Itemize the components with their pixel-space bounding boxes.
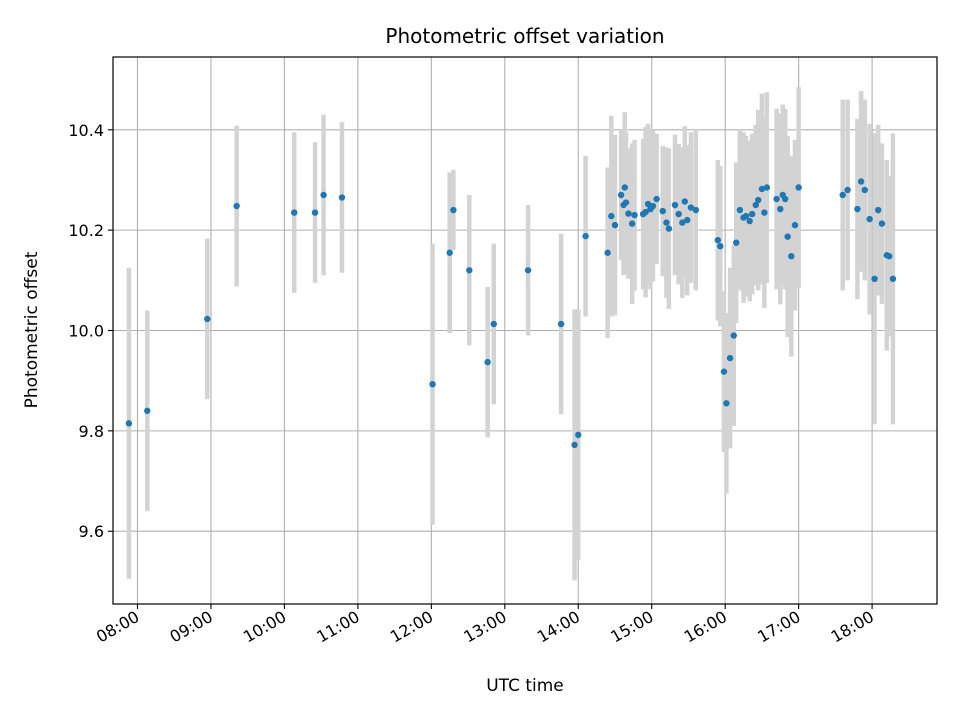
data-point [755, 196, 762, 204]
data-point [784, 233, 791, 240]
data-point [571, 441, 578, 449]
data-point [311, 209, 319, 216]
data-point [490, 320, 497, 328]
data-point [742, 212, 750, 220]
data-point [631, 211, 638, 219]
data-point [746, 217, 753, 225]
data-point [726, 354, 734, 362]
data-point [338, 194, 346, 201]
data-point [679, 219, 686, 226]
data-point [557, 320, 565, 328]
data-point [608, 212, 615, 220]
data-point [844, 186, 851, 194]
data-point [446, 249, 453, 256]
data-point [752, 201, 759, 209]
data-point [466, 267, 473, 274]
data-point [484, 358, 491, 366]
data-point [663, 219, 670, 226]
data-point [429, 380, 436, 388]
data-point [665, 225, 673, 232]
data-point [795, 184, 802, 191]
data-point [204, 315, 211, 323]
data-point [878, 220, 886, 227]
data-point [144, 407, 151, 414]
data-point [763, 184, 771, 191]
data-point [733, 239, 740, 246]
chart-title: Photometric offset variation [385, 24, 664, 48]
data-point [642, 208, 649, 216]
data-point [604, 249, 611, 256]
data-point [758, 185, 766, 193]
data-point [692, 206, 699, 214]
data-point [644, 200, 652, 208]
data-point [791, 221, 799, 229]
data-point [687, 204, 695, 211]
y-tick-label: 10.4 [68, 121, 104, 140]
data-point [730, 332, 737, 339]
data-point [233, 202, 240, 210]
y-axis-ticks: 9.6 9.8 10.0 10.2 10.4 [68, 121, 113, 541]
y-axis-label: Photometric offset [22, 251, 42, 408]
data-point [736, 206, 744, 214]
data-point [861, 186, 868, 194]
data-point [320, 191, 327, 199]
data-point [125, 420, 133, 427]
data-point [839, 191, 846, 199]
data-point [714, 236, 722, 244]
data-point [717, 242, 724, 250]
y-tick-label: 9.8 [79, 422, 104, 441]
data-point [871, 275, 878, 283]
data-point [524, 267, 532, 274]
data-point [723, 400, 730, 407]
y-tick-label: 10.0 [68, 322, 104, 341]
data-point [575, 431, 582, 439]
data-point [875, 206, 882, 214]
data-point [773, 195, 780, 203]
data-point [621, 184, 628, 191]
data-points [125, 178, 897, 449]
data-point [628, 220, 636, 227]
data-point [684, 216, 691, 224]
data-point [857, 178, 865, 185]
data-point [748, 210, 756, 218]
data-point [675, 210, 682, 218]
data-point [720, 368, 728, 375]
y-tick-label: 9.6 [79, 522, 104, 541]
data-point [788, 253, 795, 260]
data-point [781, 195, 789, 203]
data-point [611, 221, 619, 229]
data-point [649, 202, 657, 210]
data-point [617, 191, 625, 199]
data-point [659, 207, 666, 215]
data-point [625, 210, 632, 217]
data-point [622, 199, 630, 206]
data-point [450, 206, 457, 214]
data-point [889, 275, 897, 283]
data-point [671, 201, 679, 209]
data-point [866, 215, 873, 223]
data-point [854, 205, 861, 213]
data-point [291, 209, 298, 216]
data-point [761, 209, 768, 216]
x-axis-label: UTC time [486, 676, 564, 696]
data-point [681, 198, 688, 205]
data-point [582, 232, 589, 240]
data-point [777, 205, 784, 213]
y-tick-label: 10.2 [68, 221, 104, 240]
data-point [653, 195, 660, 203]
data-point [886, 253, 893, 260]
